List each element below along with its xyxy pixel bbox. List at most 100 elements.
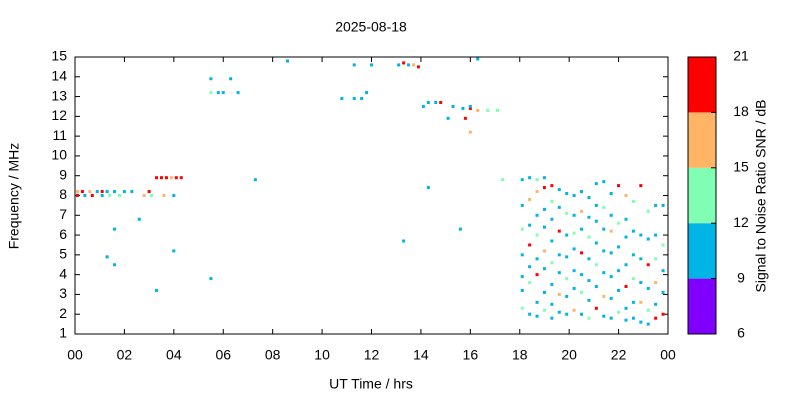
data-point (572, 194, 576, 197)
data-point (631, 316, 635, 320)
data-point (421, 104, 425, 108)
x-tick-label: 22 (611, 347, 627, 363)
data-point (520, 227, 524, 231)
data-point (229, 77, 233, 81)
y-tick-label: 5 (59, 246, 67, 262)
data-point (528, 197, 532, 201)
data-point (587, 257, 591, 261)
data-point (496, 108, 500, 112)
data-point (594, 285, 598, 289)
data-point (646, 263, 650, 267)
data-point (617, 221, 621, 225)
data-point (602, 249, 606, 253)
data-point (550, 283, 554, 287)
data-point (639, 257, 643, 261)
data-point (172, 194, 176, 197)
data-point (602, 227, 606, 231)
data-point (631, 300, 635, 304)
data-point (95, 190, 99, 194)
data-point (617, 288, 621, 292)
data-point (594, 203, 598, 207)
plot-frame (74, 56, 669, 335)
data-point (661, 312, 665, 316)
data-point (426, 186, 430, 190)
data-point (587, 195, 591, 199)
x-tick-label: 16 (463, 347, 479, 363)
data-point (631, 253, 635, 257)
data-point (646, 237, 650, 241)
data-point (557, 292, 561, 296)
data-point (209, 77, 213, 81)
y-tick-label: 8 (59, 186, 67, 202)
data-point (587, 215, 591, 219)
data-point (572, 269, 576, 273)
data-point (117, 194, 121, 197)
data-point (446, 116, 450, 120)
y-tick-label: 9 (59, 166, 67, 182)
data-point (542, 176, 546, 180)
data-point (528, 265, 532, 269)
data-point (624, 318, 628, 322)
x-tick-label: 12 (364, 347, 380, 363)
data-point (624, 306, 628, 310)
data-point (661, 203, 665, 207)
data-point (594, 241, 598, 245)
data-point (88, 190, 92, 194)
data-point (587, 298, 591, 302)
data-point (580, 251, 584, 255)
x-tick-label: 00 (660, 347, 676, 363)
data-point (137, 217, 141, 221)
y-tick-label: 3 (59, 285, 67, 301)
data-point (535, 178, 539, 182)
data-point (624, 194, 628, 197)
x-tick-label: 20 (561, 347, 577, 363)
data-point (468, 130, 472, 134)
data-point (285, 59, 289, 63)
colorbar-tick-label: 9 (737, 269, 745, 285)
data-point (365, 91, 369, 95)
data-point (520, 203, 524, 207)
data-point (528, 312, 532, 316)
data-point (542, 207, 546, 211)
y-tick-label: 1 (59, 325, 67, 341)
data-point (580, 290, 584, 294)
y-tick-label: 12 (51, 107, 67, 123)
data-point (646, 322, 650, 326)
data-point (535, 190, 539, 194)
colorbar-tick-label: 6 (737, 325, 745, 341)
data-point (661, 269, 665, 273)
data-point (646, 286, 650, 290)
data-point (565, 211, 569, 215)
data-point (130, 190, 134, 194)
colorbar-label: Signal to Noise Ratio SNR / dB (753, 100, 769, 293)
data-point (624, 285, 628, 289)
data-point (602, 314, 606, 318)
data-point (416, 65, 420, 69)
data-point (609, 213, 613, 217)
data-point (113, 263, 117, 267)
data-point (528, 223, 532, 227)
data-point (209, 277, 213, 281)
data-point (463, 116, 467, 120)
data-point (75, 190, 79, 194)
data-point (100, 190, 104, 194)
data-point (500, 178, 504, 182)
data-point (172, 249, 176, 253)
data-point (468, 106, 472, 110)
data-point (542, 225, 546, 229)
data-point (557, 229, 561, 233)
data-point (587, 235, 591, 239)
data-point (654, 316, 658, 320)
data-point (535, 314, 539, 318)
data-point (624, 263, 628, 267)
data-point (520, 288, 524, 292)
data-point (572, 286, 576, 290)
x-axis-label: UT Time / hrs (329, 376, 413, 392)
data-point (528, 176, 532, 180)
data-point (216, 91, 220, 95)
data-point (476, 108, 480, 112)
data-point (602, 180, 606, 184)
y-tick-label: 14 (51, 67, 67, 83)
data-point (542, 308, 546, 312)
